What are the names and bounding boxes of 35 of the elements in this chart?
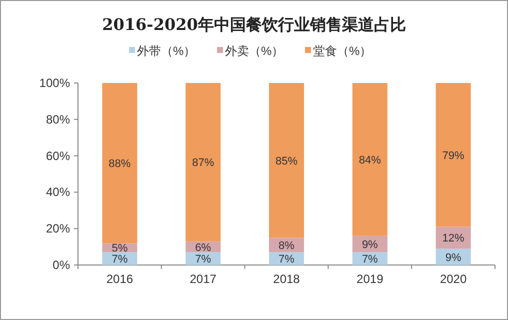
data-label: 7% bbox=[195, 254, 212, 266]
data-label: 88% bbox=[108, 158, 131, 170]
bar bbox=[102, 83, 138, 244]
y-tick-label: 100% bbox=[39, 76, 70, 90]
legend-label: 外卖（%） bbox=[225, 44, 284, 58]
data-label: 85% bbox=[275, 155, 298, 168]
chart-title: 2016-2020年中国餐饮行业销售渠道占比 bbox=[102, 15, 406, 34]
x-tick-label: 2017 bbox=[190, 272, 217, 286]
y-tick-label: 20% bbox=[46, 222, 70, 236]
bar bbox=[186, 83, 221, 242]
y-tick-label: 40% bbox=[46, 185, 70, 200]
legend-label: 堂食（%） bbox=[313, 44, 372, 58]
y-tick-label: 80% bbox=[46, 112, 70, 126]
data-label: 8% bbox=[278, 240, 295, 252]
bar bbox=[436, 83, 471, 227]
data-label: 87% bbox=[192, 157, 214, 170]
data-label: 7% bbox=[362, 254, 378, 266]
y-tick-label: 0% bbox=[52, 258, 70, 272]
x-tick-label: 2019 bbox=[356, 272, 384, 286]
y-tick-label: 60% bbox=[46, 148, 70, 163]
bar bbox=[352, 83, 388, 236]
data-label: 79% bbox=[442, 150, 465, 162]
data-label: 12% bbox=[442, 232, 465, 245]
data-label: 7% bbox=[278, 254, 295, 266]
legend-label: 外带（%） bbox=[137, 44, 196, 58]
x-tick-label: 2016 bbox=[106, 272, 134, 286]
bar bbox=[269, 83, 304, 238]
data-label: 9% bbox=[445, 252, 462, 264]
data-label: 9% bbox=[362, 239, 378, 252]
data-label: 5% bbox=[112, 242, 128, 255]
data-label: 7% bbox=[112, 254, 128, 266]
data-label: 84% bbox=[358, 154, 382, 166]
x-tick-label: 2018 bbox=[273, 272, 300, 286]
x-tick-label: 2020 bbox=[440, 272, 467, 286]
data-label: 6% bbox=[195, 242, 212, 254]
